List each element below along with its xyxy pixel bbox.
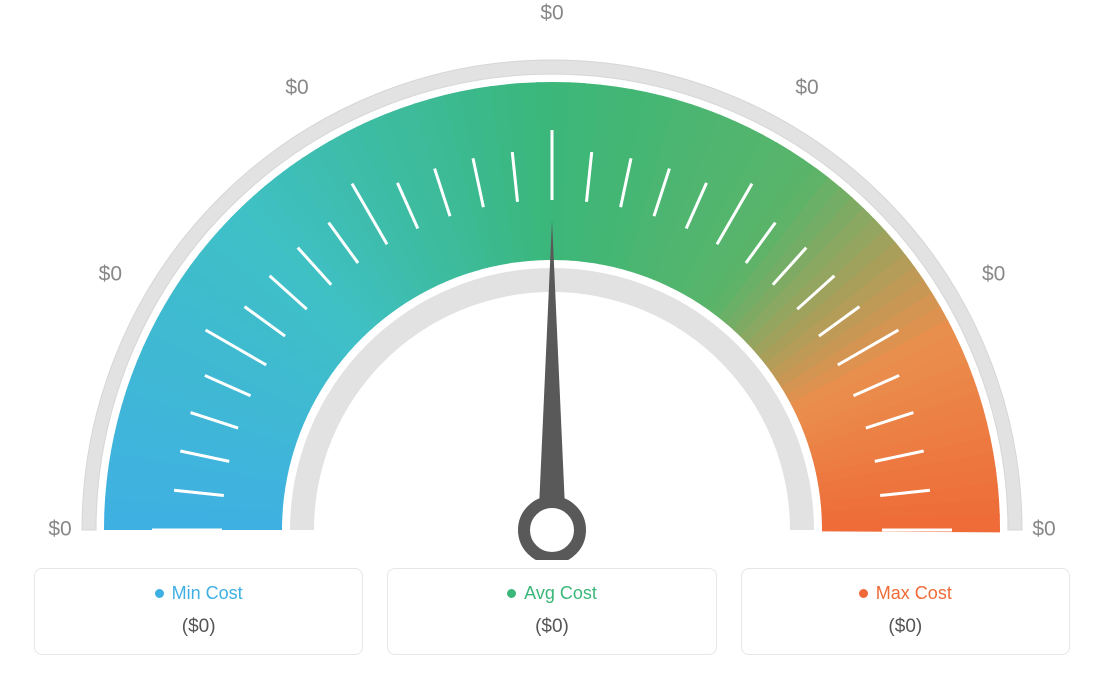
gauge-scale-label: $0 <box>1032 518 1055 541</box>
legend-value-avg: ($0) <box>396 616 707 638</box>
gauge-scale-label: $0 <box>540 2 563 25</box>
legend-label-avg: Avg Cost <box>396 583 707 604</box>
legend-label-max-text: Max Cost <box>876 583 952 604</box>
legend-row: Min Cost ($0) Avg Cost ($0) Max Cost ($0… <box>0 568 1104 655</box>
legend-label-min: Min Cost <box>43 583 354 604</box>
legend-dot-avg <box>507 589 516 598</box>
gauge-needle-knob <box>524 502 580 558</box>
legend-box-max: Max Cost ($0) <box>741 568 1070 655</box>
gauge-scale-label: $0 <box>99 263 122 286</box>
gauge-scale-label: $0 <box>795 76 818 99</box>
legend-dot-min <box>155 589 164 598</box>
gauge-scale-label: $0 <box>982 263 1005 286</box>
legend-dot-max <box>859 589 868 598</box>
gauge-needle <box>538 220 566 530</box>
gauge-scale-label: $0 <box>48 518 71 541</box>
legend-box-min: Min Cost ($0) <box>34 568 363 655</box>
legend-label-max: Max Cost <box>750 583 1061 604</box>
gauge-chart: $0 $0 $0 $0 $0 $0 $0 <box>0 0 1104 560</box>
legend-label-min-text: Min Cost <box>172 583 243 604</box>
legend-value-max: ($0) <box>750 616 1061 638</box>
legend-value-min: ($0) <box>43 616 354 638</box>
gauge-svg: $0 $0 $0 $0 $0 $0 $0 <box>0 0 1104 560</box>
gauge-scale-label: $0 <box>285 76 308 99</box>
legend-box-avg: Avg Cost ($0) <box>387 568 716 655</box>
legend-label-avg-text: Avg Cost <box>524 583 597 604</box>
